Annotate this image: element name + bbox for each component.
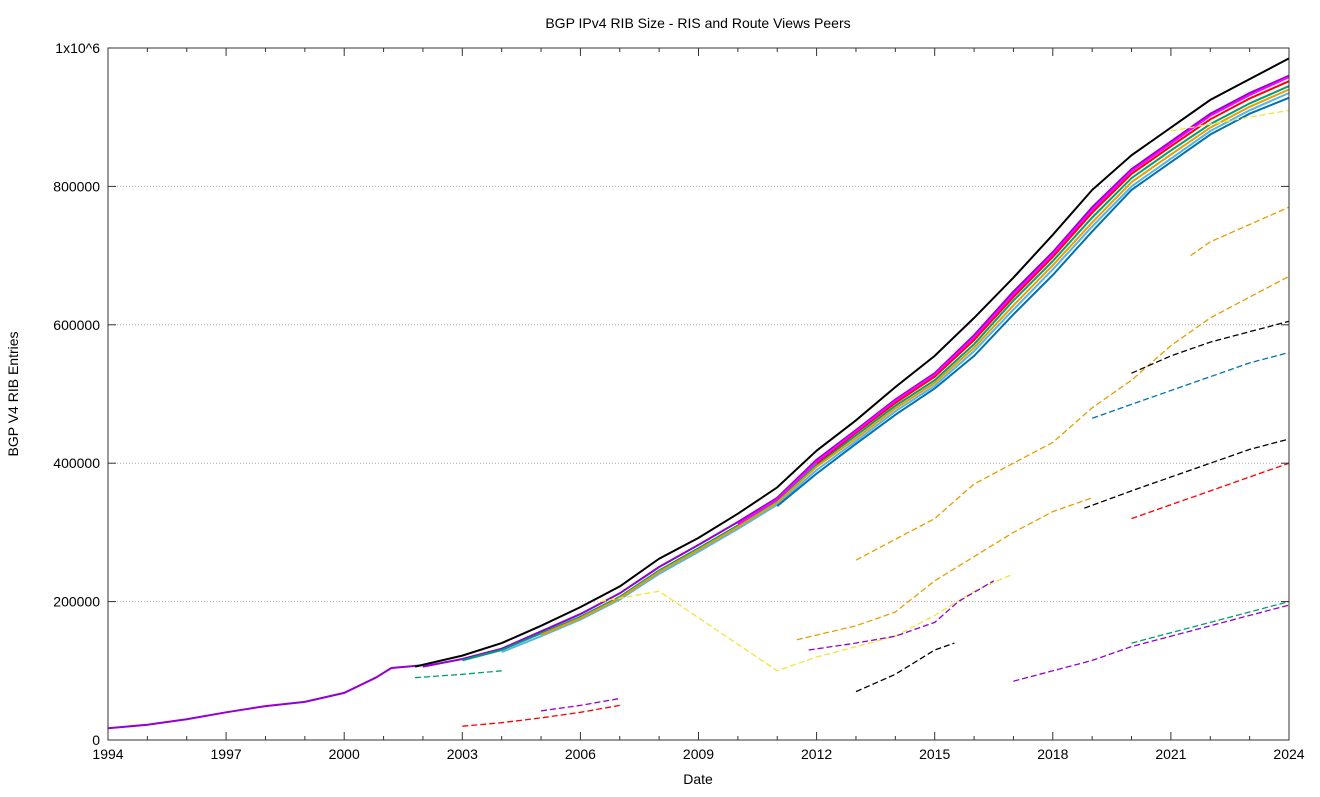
series-line-9 xyxy=(599,573,1014,672)
series-line-10 xyxy=(796,497,1093,641)
x-tick-label: 2009 xyxy=(683,746,714,762)
y-tick-label: 800000 xyxy=(53,178,100,194)
series-line-19 xyxy=(1131,600,1290,644)
series-line-18 xyxy=(1131,462,1290,520)
y-tick-label: 400000 xyxy=(53,455,100,471)
series-line-0 xyxy=(107,664,423,730)
x-tick-label: 2006 xyxy=(565,746,596,762)
y-tick-label: 200000 xyxy=(53,594,100,610)
series-line-11 xyxy=(855,275,1290,561)
series-line-8 xyxy=(776,96,1290,507)
series-line-15 xyxy=(1091,351,1290,419)
x-tick-label: 1997 xyxy=(211,746,242,762)
gridlines xyxy=(108,185,1289,603)
y-tick-label: 1x10^6 xyxy=(55,40,100,56)
x-tick-label: 2021 xyxy=(1155,746,1186,762)
series-group xyxy=(107,57,1290,730)
series-line-14 xyxy=(1084,438,1290,509)
y-tick-label: 0 xyxy=(92,732,100,748)
series-line-3 xyxy=(462,85,1290,662)
series-line-2 xyxy=(422,74,1290,668)
series-line-22 xyxy=(540,697,620,712)
series-line-12 xyxy=(808,580,995,651)
x-tick-label: 2024 xyxy=(1273,746,1304,762)
series-line-4 xyxy=(501,92,1290,654)
series-line-5 xyxy=(540,88,1290,636)
series-line-7 xyxy=(737,76,1290,525)
y-tick-label: 600000 xyxy=(53,317,100,333)
x-tick-label: 1994 xyxy=(92,746,123,762)
x-tick-label: 2000 xyxy=(329,746,360,762)
y-axis-label: BGP V4 RIB Entries xyxy=(5,331,21,456)
x-tick-label: 2018 xyxy=(1037,746,1068,762)
series-line-13 xyxy=(1013,604,1290,682)
series-line-24 xyxy=(1170,109,1290,132)
series-line-1 xyxy=(414,57,1290,668)
series-line-6 xyxy=(815,80,1290,464)
x-axis-label: Date xyxy=(683,771,713,787)
series-line-23 xyxy=(415,670,502,679)
x-tick-label: 2012 xyxy=(801,746,832,762)
series-line-17 xyxy=(1190,206,1290,257)
x-tick-label: 2015 xyxy=(919,746,950,762)
series-line-20 xyxy=(855,642,955,693)
series-line-21 xyxy=(462,704,620,727)
axis-ticks: 0 200000 400000 600000 800000 1x10^6 1994 1997 2… xyxy=(53,40,1304,762)
series-line-16 xyxy=(1131,320,1290,374)
x-tick-label: 2003 xyxy=(447,746,478,762)
chart-title: BGP IPv4 RIB Size - RIS and Route Views … xyxy=(545,15,850,31)
